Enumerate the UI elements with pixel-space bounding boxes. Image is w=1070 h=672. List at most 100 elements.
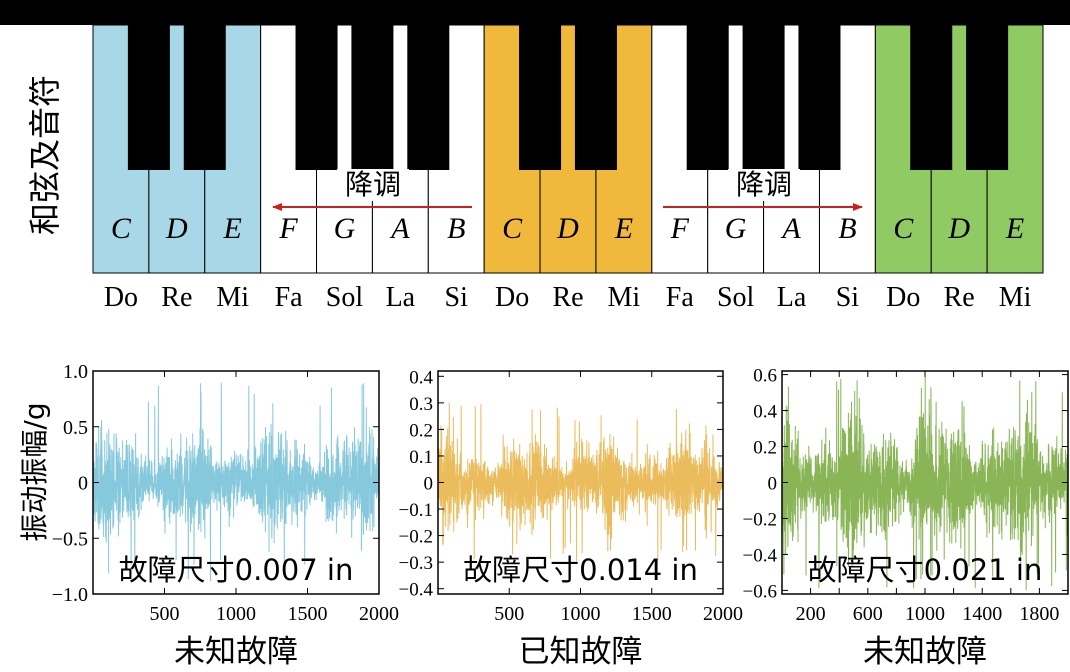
- ytick-label-1-6: 0.2: [409, 420, 433, 441]
- note-letter-4: G: [334, 212, 356, 245]
- xtick-label-2-4: 1800: [1019, 603, 1059, 625]
- right-arrow-label-bg: [728, 169, 800, 201]
- keyboard-axis-label: 和弦及音符: [26, 75, 64, 235]
- ytick-label-1-3: −0.1: [399, 500, 433, 521]
- solfege-label-11: Sol: [717, 282, 755, 313]
- xtick-label-2-0: 200: [796, 603, 826, 625]
- solfege-label-4: Sol: [326, 282, 364, 313]
- black-key-4: [351, 25, 394, 170]
- left-arrow-label-bg: [337, 169, 409, 201]
- keyboard-top-band: [0, 0, 1070, 25]
- black-key-15: [966, 25, 1009, 170]
- black-key-3: [295, 25, 338, 170]
- signal-series-0: [93, 382, 379, 582]
- solfege-label-3: Fa: [275, 282, 304, 313]
- chart-0014in: −0.4 −0.3 −0.2 −0.1 0 0.1 0.2 0.3 0.4 500 1000 1500…: [399, 367, 743, 670]
- note-letter-14: C: [893, 212, 914, 245]
- fault-size-annotation-2: 故障尺寸0.021 in: [808, 553, 1043, 587]
- solfege-label-12: La: [777, 282, 807, 313]
- ytick-label-2-4: 0.2: [753, 438, 777, 459]
- ytick-label-1-1: −0.3: [399, 553, 433, 574]
- ytick-label-2-1: −0.4: [743, 545, 778, 566]
- solfege-label-6: Si: [445, 282, 469, 313]
- xtick-label-0-1: 1000: [216, 603, 256, 625]
- note-letter-9: E: [614, 212, 633, 245]
- fault-size-annotation-0: 故障尺寸0.007 in: [119, 553, 354, 587]
- xtick-label-1-1: 1000: [561, 603, 601, 625]
- note-letter-2: E: [223, 212, 242, 245]
- ytick-label-2-3: 0: [768, 474, 778, 495]
- solfege-label-7: Do: [495, 282, 529, 313]
- black-key-14: [910, 25, 953, 170]
- xtick-label-2-2: 1000: [905, 603, 945, 625]
- chart-0021in: −0.6 −0.4 −0.2 0 0.2 0.4 0.6 200 600 1000 1400 1800…: [743, 366, 1069, 670]
- signal-series-2: [782, 376, 1068, 590]
- solfege-label-13: Si: [836, 282, 860, 313]
- ytick-label-2-5: 0.4: [753, 402, 777, 423]
- black-key-11: [742, 25, 785, 170]
- signal-series-1: [438, 403, 723, 562]
- note-letter-13: B: [838, 212, 856, 245]
- ytick-label-1-4: 0: [424, 474, 434, 495]
- xtick-label-0-2: 1500: [288, 603, 328, 625]
- ytick-label-0-1: −0.5: [52, 528, 88, 550]
- vibration-amplitude-label: 振动振幅/g: [18, 402, 51, 541]
- note-letter-6: B: [447, 212, 465, 245]
- black-key-5: [407, 25, 450, 170]
- note-letter-10: F: [670, 212, 690, 245]
- ytick-label-1-7: 0.3: [409, 394, 433, 415]
- note-letter-3: F: [278, 212, 298, 245]
- solfege-label-0: Do: [104, 282, 138, 313]
- ytick-label-0-3: 0.5: [63, 417, 88, 439]
- solfege-label-8: Re: [552, 282, 583, 313]
- ytick-label-1-5: 0.1: [409, 447, 433, 468]
- ytick-label-1-0: −0.4: [399, 580, 434, 601]
- solfege-label-2: Mi: [216, 282, 249, 313]
- xtick-label-0-0: 500: [150, 603, 180, 625]
- chart-xlabel-1: 已知故障: [519, 634, 643, 668]
- ytick-label-0-2: 0: [78, 473, 88, 495]
- note-letter-8: D: [556, 212, 579, 245]
- note-letter-0: C: [111, 212, 132, 245]
- black-key-0: [127, 25, 170, 170]
- chart-0007in: −1.0 −0.5 0 0.5 1.0 500 1000 1500 2000故障尺寸0.007 …: [52, 361, 399, 670]
- ytick-label-1-8: 0.4: [409, 367, 433, 388]
- black-key-12: [798, 25, 841, 170]
- left-arrow-label: 降调: [345, 168, 401, 201]
- black-key-1: [183, 25, 226, 170]
- solfege-label-16: Mi: [999, 282, 1032, 313]
- ytick-label-0-4: 1.0: [63, 361, 88, 383]
- note-letter-11: G: [725, 212, 747, 245]
- solfege-label-10: Fa: [666, 282, 695, 313]
- ytick-label-0-0: −1.0: [52, 584, 88, 606]
- solfege-label-9: Mi: [608, 282, 641, 313]
- solfege-label-5: La: [386, 282, 416, 313]
- fault-size-annotation-1: 故障尺寸0.014 in: [463, 553, 698, 587]
- solfege-label-14: Do: [886, 282, 920, 313]
- solfege-label-15: Re: [944, 282, 975, 313]
- xtick-label-1-3: 2000: [703, 603, 743, 625]
- xtick-label-0-3: 2000: [359, 603, 399, 625]
- xtick-label-2-3: 1400: [962, 603, 1002, 625]
- chart-xlabel-0: 未知故障: [174, 634, 298, 668]
- ytick-label-2-0: −0.6: [743, 581, 777, 602]
- solfege-label-1: Re: [161, 282, 192, 313]
- note-letter-15: D: [947, 212, 970, 245]
- black-key-7: [519, 25, 562, 170]
- black-key-8: [574, 25, 617, 170]
- ytick-label-1-2: −0.2: [399, 527, 433, 548]
- chart-xlabel-2: 未知故障: [863, 634, 987, 668]
- note-letter-12: A: [780, 212, 801, 245]
- xtick-label-1-2: 1500: [632, 603, 672, 625]
- note-letter-1: D: [165, 212, 188, 245]
- xtick-label-2-1: 600: [853, 603, 883, 625]
- ytick-label-2-6: 0.6: [753, 366, 777, 387]
- ytick-label-2-2: −0.2: [743, 509, 777, 530]
- right-arrow-label: 降调: [736, 168, 792, 201]
- xtick-label-1-0: 500: [494, 603, 524, 625]
- note-letter-16: E: [1005, 212, 1024, 245]
- black-key-10: [686, 25, 729, 170]
